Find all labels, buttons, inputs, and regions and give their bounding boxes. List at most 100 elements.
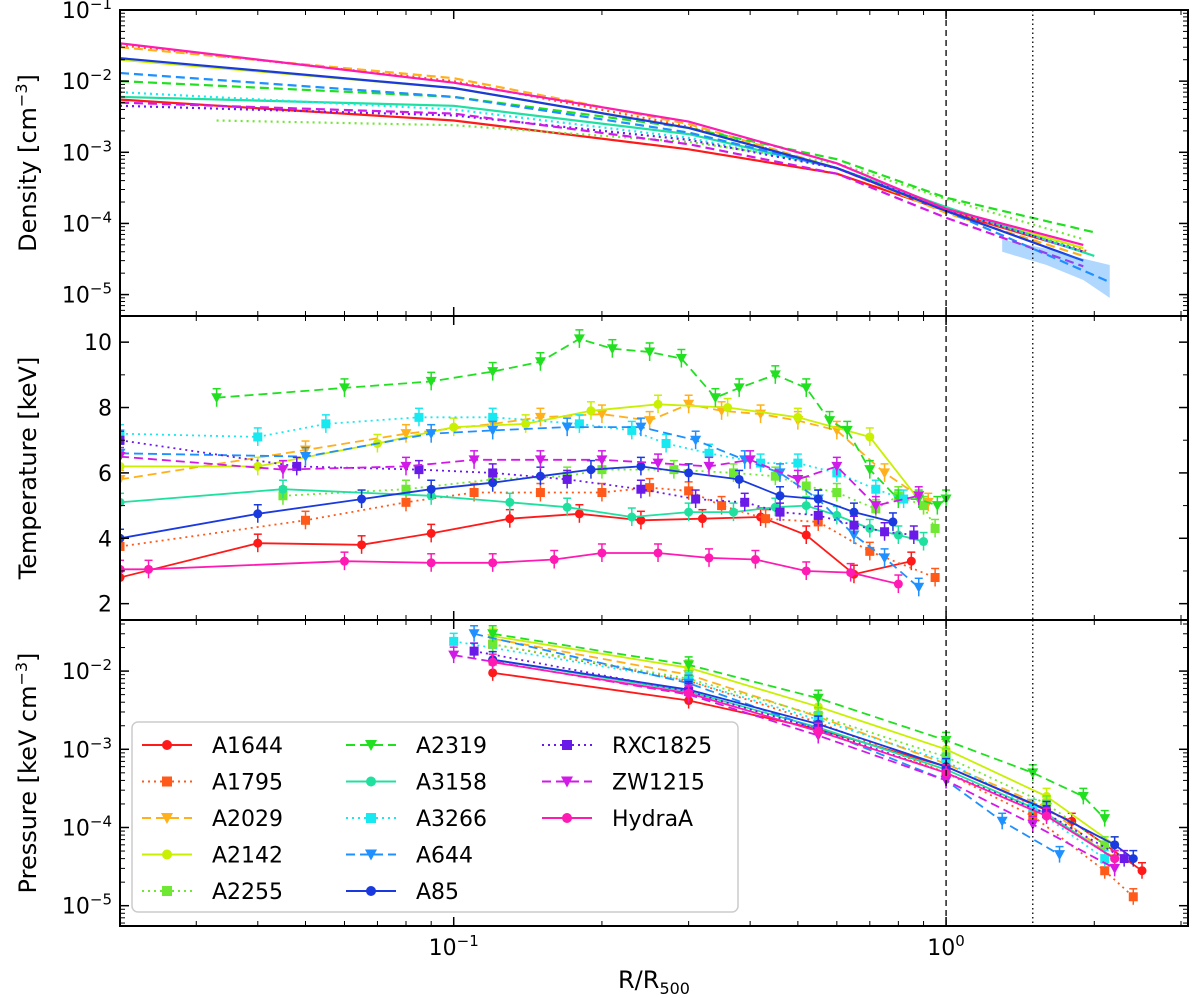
point-A644-0: [468, 629, 480, 640]
point-A2029-4: [534, 412, 546, 423]
legend-label: RXC1825: [612, 734, 712, 759]
point-A1644-0: [488, 668, 498, 678]
legend-marker: [365, 849, 377, 861]
point-A3266-1: [253, 432, 263, 442]
point-A85-12: [849, 507, 859, 517]
point-A2319-8: [675, 353, 687, 364]
legend-marker: [162, 740, 172, 750]
point-A2319-5: [573, 334, 585, 345]
point-A3266-13: [899, 494, 909, 504]
point-A1795-6: [1128, 892, 1138, 902]
point-A1644-3: [426, 528, 436, 538]
series-ZW1215-pressure: [453, 654, 1116, 870]
point-A3158-3: [505, 497, 515, 507]
point-A2319-1: [683, 660, 695, 671]
point-A2319-6: [1099, 814, 1111, 825]
point-A85-5: [1110, 840, 1120, 850]
series-HydraA-temperature: [120, 552, 899, 585]
point-A2029-6: [644, 416, 656, 427]
point-ZW1215-9: [792, 474, 804, 485]
point-ZW1215-0: [448, 650, 460, 661]
point-A1795-5: [597, 488, 607, 498]
point-ZW1215-5: [1109, 863, 1121, 874]
point-A2029-7: [683, 399, 695, 410]
series-A3158-pressure: [492, 658, 1116, 860]
point-A3158-1: [278, 484, 288, 494]
point-A644-3: [487, 425, 499, 436]
legend-label: A85: [416, 880, 459, 905]
point-A2319-1: [338, 383, 350, 394]
point-A3158-4: [562, 502, 572, 512]
axes-layer: 10−1 10−2 10−3 10−4 10−5 Density [cm−3] 10 8 6 4 2…: [12, 0, 1189, 998]
point-A85-3: [426, 484, 436, 494]
point-RXC1825-5: [1119, 854, 1129, 864]
point-HydraA-0: [120, 564, 125, 574]
point-HydraA-12: [893, 579, 903, 589]
point-A2319-14: [841, 425, 853, 436]
legend-marker: [366, 813, 376, 823]
point-A85-11: [813, 494, 823, 504]
ytick-label: 4: [98, 527, 112, 552]
legend-entry-A644: A644: [346, 844, 473, 869]
point-A2319-18: [931, 501, 943, 512]
point-A1795-3: [469, 488, 479, 498]
point-A1644-5: [1137, 866, 1147, 876]
point-A3266-7: [661, 438, 671, 448]
point-A2319-11: [769, 370, 781, 381]
point-A2319-13: [824, 416, 836, 427]
point-A3158-5: [627, 512, 637, 522]
legend-marker: [561, 776, 573, 788]
panel-density-series: [120, 42, 1111, 298]
legend-marker: [366, 886, 376, 896]
point-ZW1215-12: [913, 491, 925, 502]
point-A2255-13: [930, 523, 940, 533]
A644-band: [1002, 239, 1110, 298]
legend-entry-A3158: A3158: [346, 771, 487, 796]
point-A2319-15: [864, 465, 876, 476]
series-A85-temperature: [120, 465, 894, 540]
point-A2255-8: [801, 481, 811, 491]
legend-label: A2319: [416, 734, 487, 759]
legend-marker: [161, 813, 173, 824]
point-A85-10: [775, 491, 785, 501]
legend-marker: [162, 776, 172, 787]
legend-entry-A2255: A2255: [142, 880, 283, 905]
point-RXC1825-3: [488, 468, 498, 478]
series-A3266-temperature: [120, 416, 904, 500]
point-A1795-1: [300, 515, 310, 525]
point-A644-5: [1054, 850, 1066, 861]
legend-entry-RXC1825: RXC1825: [542, 734, 712, 759]
series-A3158-temperature: [120, 488, 924, 543]
point-RXC1825-7: [740, 497, 750, 507]
point-A2255-9: [832, 488, 842, 498]
ytick-label: 6: [98, 462, 112, 487]
point-A2142-5: [586, 406, 596, 416]
series-A2255-temperature: [282, 468, 936, 529]
point-A1644-5: [574, 509, 584, 519]
ytick-label: 10−5: [62, 891, 112, 920]
legend-marker: [365, 740, 377, 751]
point-A3158-13: [919, 537, 929, 547]
legend-entry-A2142: A2142: [142, 844, 283, 869]
ytick-label: 10−4: [62, 208, 112, 237]
legend-entry-A2029: A2029: [142, 807, 283, 832]
xlabel: R/R500: [618, 966, 690, 998]
point-A3266-0: [120, 429, 125, 439]
point-A2142-4: [521, 419, 531, 429]
legend-marker: [562, 813, 572, 823]
point-ZW1215-6: [652, 458, 664, 469]
point-HydraA-9: [750, 555, 760, 565]
point-A644-11: [879, 553, 891, 564]
series-RXC1825-pressure: [473, 650, 1125, 860]
point-A644-6: [690, 435, 702, 446]
legend-label: A3266: [416, 807, 487, 832]
point-A2319-4: [534, 357, 546, 368]
point-A1644-1: [253, 538, 263, 548]
point-A644-1: [299, 452, 311, 463]
point-A2319-3: [487, 367, 499, 378]
point-A1644-6: [636, 515, 646, 525]
legend-marker: [162, 849, 172, 860]
legend-label: A1644: [212, 734, 283, 759]
point-A2319-0: [487, 629, 499, 640]
series-A2255-density: [216, 119, 1084, 241]
